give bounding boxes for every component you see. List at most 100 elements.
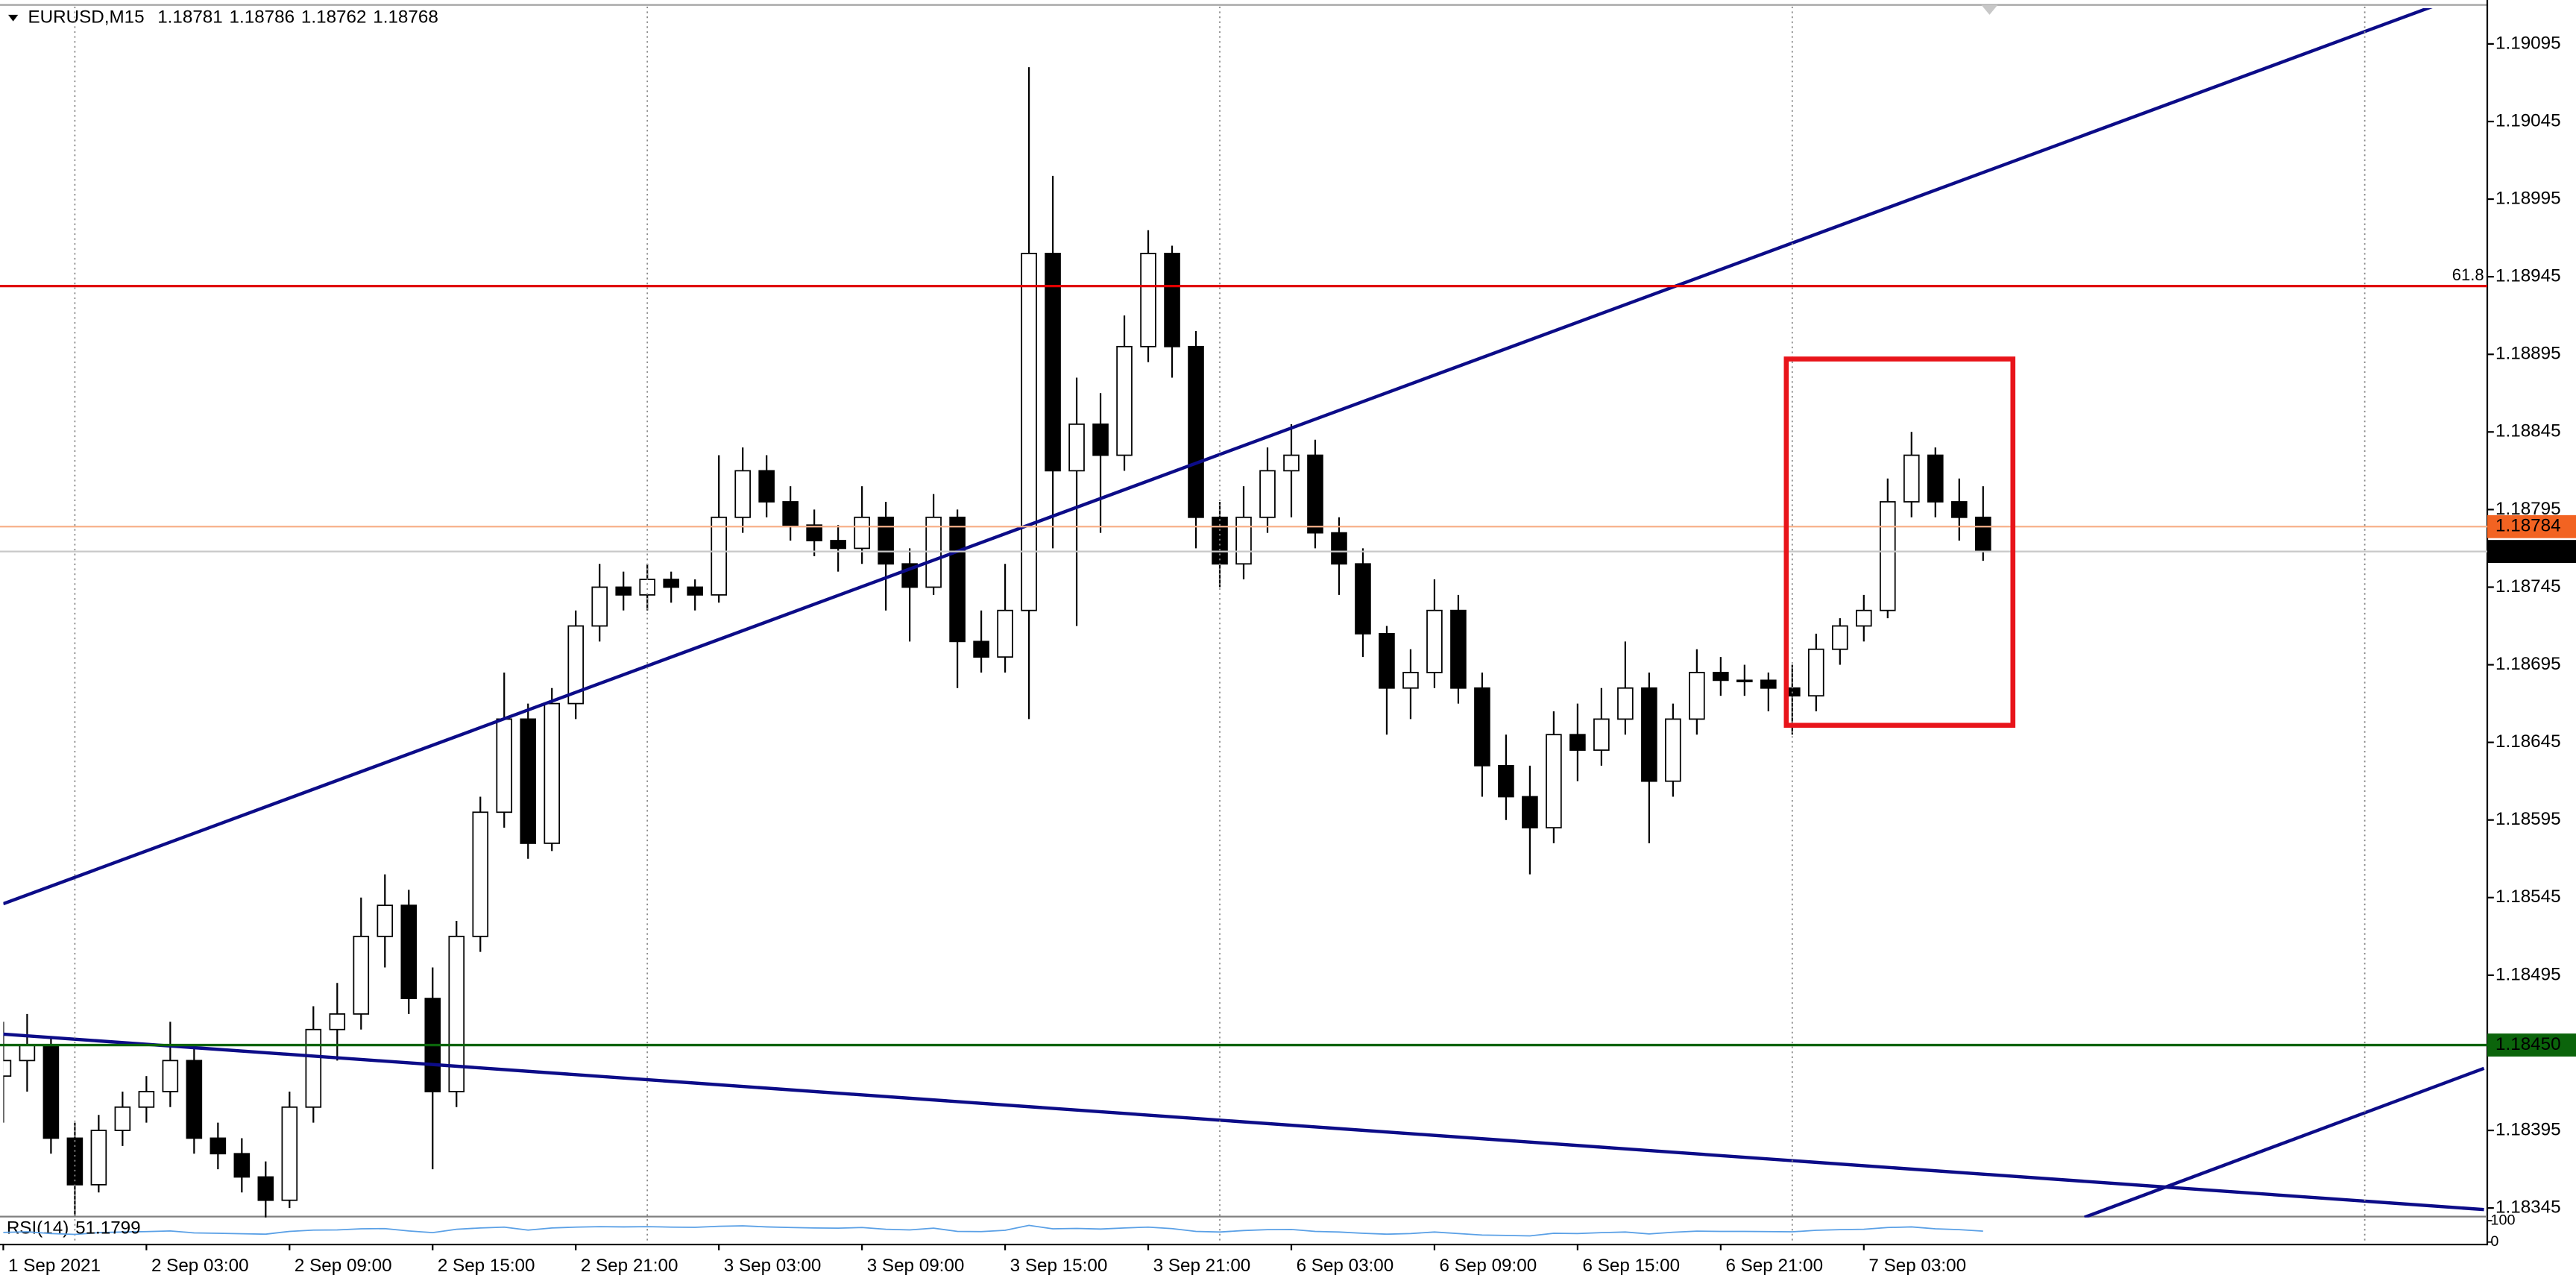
candle-body: [1021, 253, 1037, 611]
y-tick-label: 1.18845: [2495, 421, 2561, 441]
candle-body: [3, 1060, 12, 1077]
x-tick-label: 6 Sep 21:00: [1725, 1256, 1823, 1276]
x-tick-label: 6 Sep 09:00: [1440, 1256, 1537, 1276]
rsi-line: [3, 1224, 1983, 1237]
candle-body: [1569, 734, 1586, 751]
price-box: [2487, 1033, 2576, 1057]
x-tick-label: 2 Sep 03:00: [151, 1256, 249, 1276]
candle-body: [162, 1060, 179, 1092]
candle-body: [711, 516, 727, 596]
candle-body: [448, 935, 465, 1092]
candle-body: [591, 586, 608, 627]
candle-body: [639, 579, 655, 596]
candle-body: [1593, 718, 1610, 751]
candle-body: [1092, 424, 1109, 456]
header-value: 1.18768: [373, 7, 438, 28]
candle-body: [1808, 648, 1824, 697]
trendline: [2083, 1066, 2485, 1218]
candle-body: [1116, 345, 1133, 456]
candle-body: [1188, 345, 1204, 518]
candle-body: [878, 516, 894, 565]
candle-body: [1736, 679, 1753, 683]
x-tick-label: 3 Sep 15:00: [1010, 1256, 1108, 1276]
header-value: 1.18781: [157, 7, 223, 28]
candle-body: [615, 586, 632, 596]
x-tick-label: 1 Sep 2021: [8, 1256, 101, 1276]
candle-body: [1927, 454, 1944, 503]
y-tick-label: 1.18395: [2495, 1119, 2561, 1139]
y-tick-label: 1.19095: [2495, 33, 2561, 53]
y-tick-label: 1.18545: [2495, 887, 2561, 907]
candle-body: [1713, 672, 1729, 682]
candle-body: [567, 625, 585, 705]
candle-body: [520, 718, 537, 844]
price-box: [2487, 514, 2576, 538]
candle-body: [1950, 501, 1968, 518]
candle-body: [1903, 454, 1920, 503]
level-name: 61.8: [2452, 265, 2484, 284]
trendline: [3, 1032, 2484, 1212]
candle-body: [1474, 687, 1490, 767]
candle-body: [472, 811, 489, 937]
header-value: 1.18786: [230, 7, 295, 28]
rsi-name: RSI(14): [7, 1218, 69, 1238]
candle-body: [1498, 764, 1514, 798]
candle-body: [1164, 253, 1180, 347]
candle-body: [1259, 470, 1276, 518]
candle-body: [1450, 609, 1467, 689]
y-tick-label: 1.18895: [2495, 344, 2561, 364]
candle-body: [305, 1028, 322, 1108]
y-tick-label: 1.18495: [2495, 964, 2561, 984]
y-tick-label: 1.18995: [2495, 188, 2561, 208]
candle-body: [281, 1106, 298, 1201]
candle-body: [854, 516, 870, 550]
price-box-label: 1.18768: [2495, 541, 2561, 561]
candle-body: [758, 470, 775, 503]
x-tick-label: 3 Sep 21:00: [1153, 1256, 1251, 1276]
candle-body: [806, 524, 822, 541]
candle-body: [42, 1044, 60, 1139]
candle-body: [257, 1176, 274, 1201]
x-tick-label: 3 Sep 09:00: [867, 1256, 965, 1276]
candle-body: [329, 1013, 346, 1030]
candle-body: [233, 1153, 251, 1178]
y-tick-label: 1.18745: [2495, 576, 2561, 597]
candle-body: [1760, 679, 1777, 689]
x-tick-label: 3 Sep 03:00: [724, 1256, 822, 1276]
candle-body: [1140, 253, 1156, 347]
candle-body: [830, 540, 846, 550]
candle-body: [734, 470, 751, 518]
shift-marker: [1981, 4, 1998, 15]
candle-body: [949, 516, 966, 643]
y-tick-label: 1.18695: [2495, 654, 2561, 674]
candle-body: [1880, 501, 1896, 611]
candle-body: [1235, 516, 1252, 565]
candle-body: [1307, 454, 1323, 534]
x-tick-label: 2 Sep 09:00: [295, 1256, 392, 1276]
candle-body: [90, 1130, 107, 1186]
candle-body: [496, 718, 513, 813]
candle-body: [544, 702, 561, 844]
candle-body: [997, 609, 1013, 658]
candle-body: [138, 1091, 155, 1108]
rsi-tick-label: 0: [2490, 1233, 2498, 1250]
candle-body: [1522, 796, 1538, 828]
y-tick-label: 1.18945: [2495, 266, 2561, 286]
candle-body: [1856, 609, 1872, 627]
x-tick-label: 6 Sep 15:00: [1583, 1256, 1681, 1276]
candle-body: [1045, 253, 1061, 472]
price-box-label: 1.18784: [2495, 516, 2561, 536]
candle-body: [19, 1044, 36, 1062]
candle-body: [1617, 687, 1634, 720]
candle-body: [1283, 454, 1300, 472]
rsi-tick-label: 100: [2490, 1212, 2515, 1228]
candle-body: [1974, 516, 1991, 553]
candle-body: [1546, 734, 1562, 828]
candle-body: [377, 904, 394, 937]
plot-area: [3, 8, 2485, 1218]
candle-body: [1379, 633, 1395, 689]
candle-body: [1689, 672, 1705, 720]
